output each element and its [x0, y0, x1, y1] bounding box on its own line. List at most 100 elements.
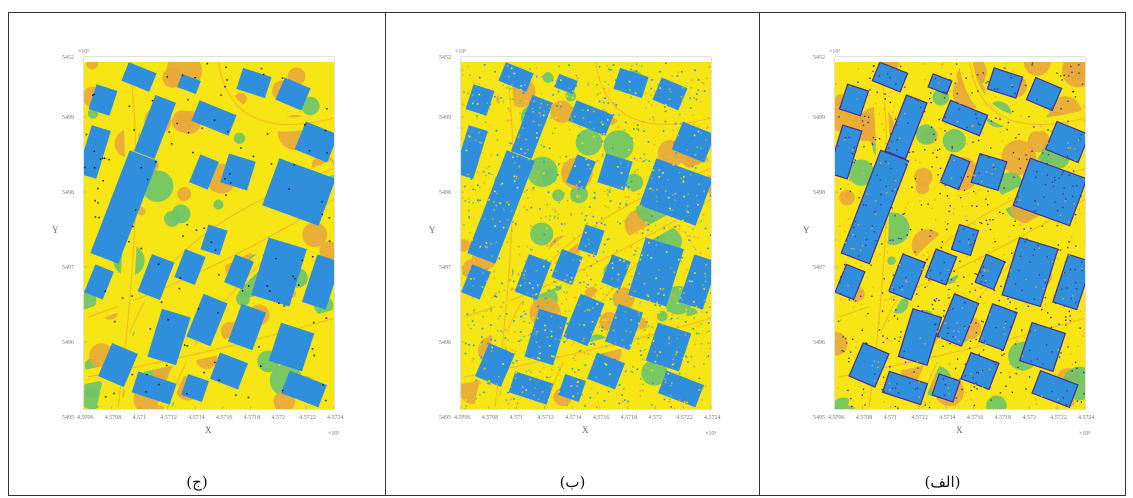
noise-point — [1078, 72, 1080, 74]
noise-point — [984, 279, 987, 282]
noise-point — [201, 127, 203, 129]
noise-point — [944, 116, 947, 119]
speckle-point — [659, 213, 662, 215]
speckle-point — [497, 329, 499, 332]
noise-point — [985, 219, 988, 222]
noise-point — [953, 330, 955, 332]
speckle-point — [465, 275, 468, 278]
noise-point — [1017, 366, 1019, 369]
noise-point — [960, 197, 962, 199]
speckle-point — [509, 237, 512, 240]
noise-point — [1006, 303, 1008, 306]
speckle-point — [656, 188, 659, 191]
noise-point — [958, 240, 961, 243]
noise-point — [936, 330, 938, 333]
noise-point — [1014, 92, 1016, 95]
noise-point — [867, 121, 869, 124]
speckle-point — [693, 235, 696, 238]
speckle-point — [480, 283, 483, 285]
building-class — [465, 84, 495, 116]
building-class — [1044, 120, 1085, 164]
noise-point — [978, 258, 980, 261]
speckle-point — [683, 401, 686, 403]
speckle-point — [507, 403, 510, 405]
speckle-point — [622, 262, 625, 264]
speckle-point — [472, 159, 474, 161]
speckle-point — [516, 155, 519, 158]
noise-point — [983, 269, 985, 271]
speckle-point — [643, 130, 645, 132]
speckle-point — [672, 129, 675, 131]
speckle-point — [607, 390, 610, 393]
speckle-point — [700, 132, 702, 135]
noise-point — [966, 126, 968, 129]
speckle-point — [706, 94, 708, 96]
speckle-point — [484, 121, 487, 124]
noise-point — [1071, 104, 1074, 106]
speckle-point — [473, 186, 476, 188]
speckle-point — [528, 387, 531, 389]
noise-point — [883, 391, 885, 393]
speckle-point — [625, 204, 628, 206]
noise-point — [988, 251, 990, 253]
speckle-point — [656, 301, 658, 304]
speckle-point — [645, 369, 648, 372]
speckle-point — [584, 245, 587, 247]
speckle-point — [488, 172, 490, 175]
speckle-point — [558, 201, 560, 204]
noise-point — [1050, 316, 1052, 319]
noise-point — [859, 191, 861, 193]
noise-point — [862, 204, 865, 206]
noise-point — [1023, 228, 1025, 230]
building-class — [467, 150, 535, 264]
noise-point — [863, 115, 866, 118]
noise-point — [1084, 241, 1085, 243]
speckle-point — [680, 177, 683, 180]
noise-point — [994, 363, 997, 366]
noise-point — [966, 143, 968, 145]
noise-point — [930, 229, 932, 232]
speckle-point — [694, 248, 697, 251]
speckle-point — [677, 71, 680, 74]
speckle-point — [606, 64, 608, 67]
building-class — [251, 237, 307, 307]
noise-point — [958, 340, 960, 343]
speckle-point — [526, 209, 529, 211]
speckle-point — [660, 365, 663, 368]
speckle-point — [513, 398, 515, 400]
speckle-point — [496, 383, 499, 386]
speckle-point — [468, 217, 471, 220]
speckle-point — [493, 107, 496, 110]
noise-point — [979, 238, 981, 240]
noise-point — [975, 192, 977, 195]
speckle-point — [473, 332, 476, 335]
noise-point — [114, 320, 116, 323]
noise-point — [930, 92, 932, 94]
speckle-point — [519, 284, 522, 287]
speckle-point — [626, 113, 629, 116]
speckle-point — [537, 305, 540, 308]
speckle-point — [674, 226, 676, 228]
building-class — [835, 124, 863, 180]
speckle-point — [582, 138, 585, 141]
speckle-point — [491, 255, 493, 258]
noise-point — [976, 205, 978, 208]
speckle-point — [583, 281, 585, 283]
speckle-point — [466, 360, 468, 362]
speckle-point — [670, 306, 672, 309]
noise-point — [949, 342, 951, 345]
noise-point — [225, 66, 227, 68]
speckle-point — [581, 393, 583, 396]
speckle-point — [633, 157, 636, 160]
speckle-point — [684, 145, 687, 147]
speckle-point — [466, 313, 469, 316]
speckle-point — [674, 192, 677, 195]
speckle-point — [650, 263, 652, 266]
noise-point — [989, 313, 991, 316]
speckle-point — [529, 68, 531, 70]
speckle-point — [646, 231, 649, 233]
noise-point — [890, 167, 892, 170]
noise-point — [1069, 320, 1072, 322]
speckle-point — [576, 381, 579, 384]
noise-point — [1001, 354, 1003, 357]
